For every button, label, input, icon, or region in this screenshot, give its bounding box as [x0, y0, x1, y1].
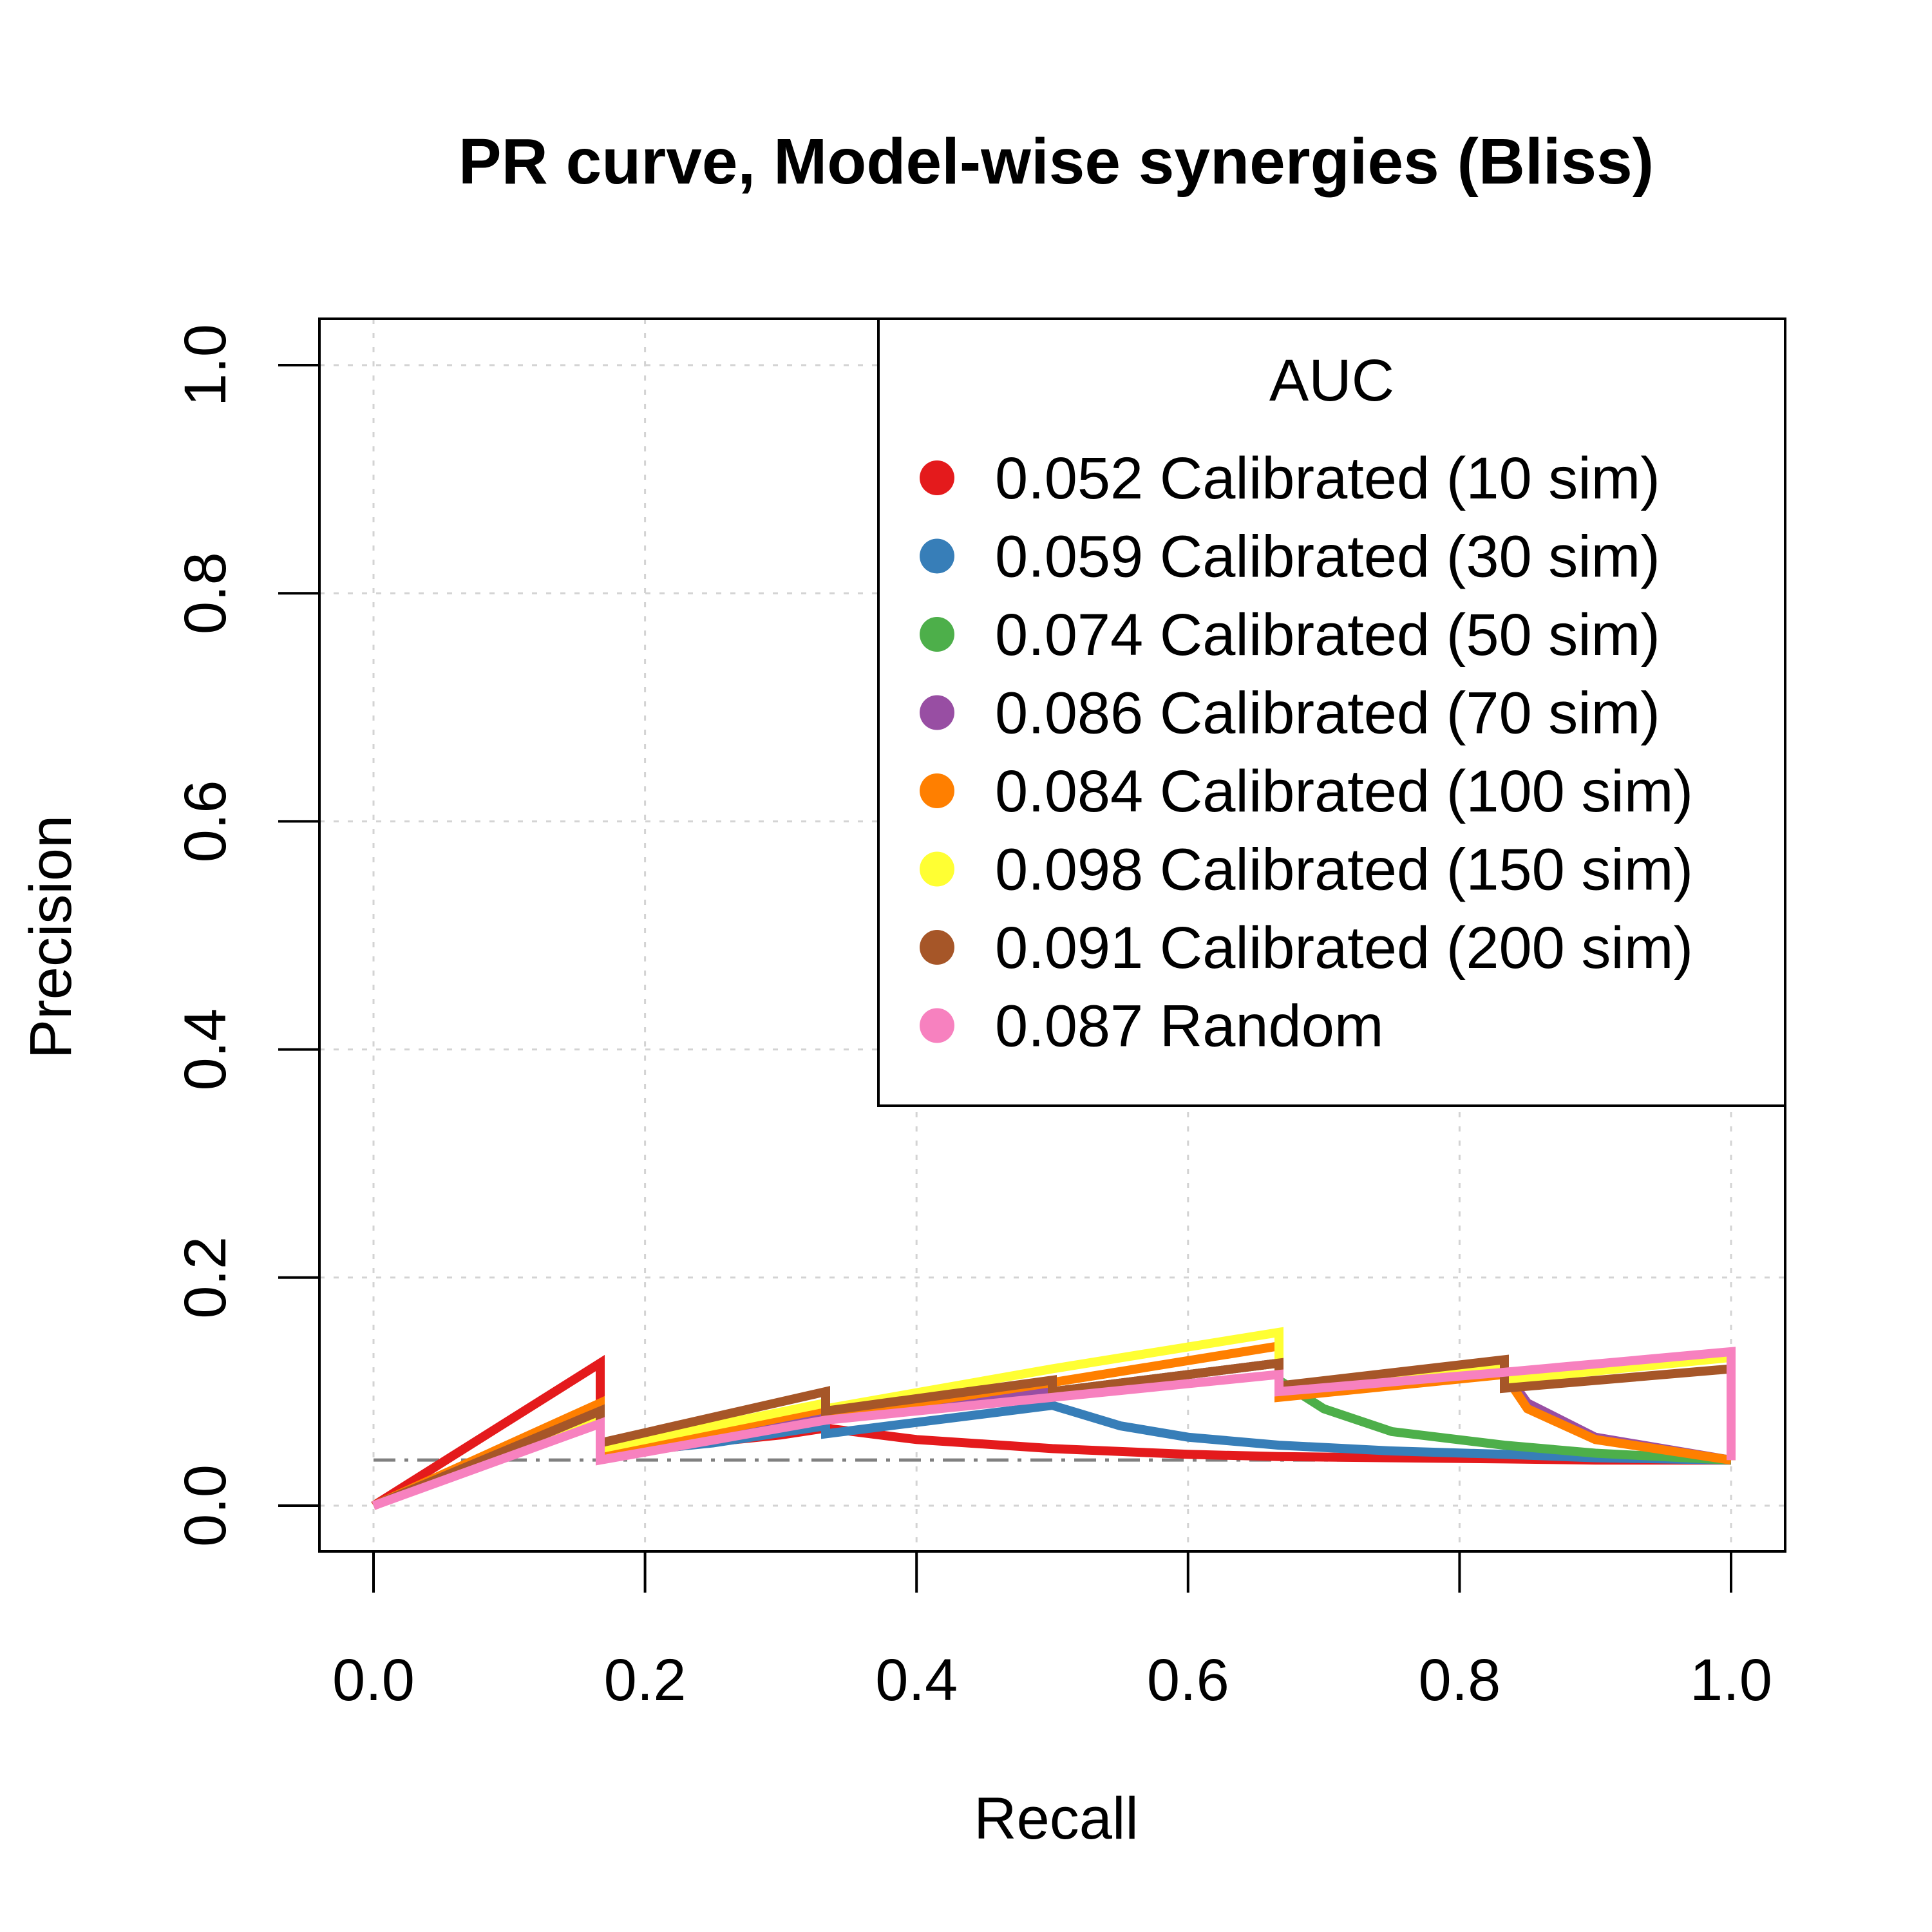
legend-entry-8: 0.087 Random: [995, 994, 1384, 1059]
y-tick-label-2: 0.4: [173, 1009, 238, 1091]
legend-marker-2: [920, 538, 954, 574]
legend-entry-7: 0.091 Calibrated (200 sim): [995, 915, 1693, 981]
y-tick-label-0: 0.0: [173, 1464, 238, 1547]
legend-marker-3: [920, 617, 954, 652]
x-axis-label: Recall: [974, 1786, 1139, 1852]
series-line-8: [372, 1347, 1736, 1510]
y-tick-label-3: 0.6: [173, 780, 238, 862]
legend-title: AUC: [1269, 348, 1394, 413]
x-tick-label-2: 0.4: [875, 1647, 958, 1713]
legend-entry-3: 0.074 Calibrated (50 sim): [995, 602, 1660, 668]
legend-marker-6: [920, 851, 954, 887]
x-tick-label-1: 0.2: [604, 1647, 687, 1713]
legend-entry-1: 0.052 Calibrated (10 sim): [995, 446, 1660, 511]
legend-entry-5: 0.084 Calibrated (100 sim): [995, 759, 1693, 824]
x-tick-label-5: 1.0: [1690, 1647, 1772, 1713]
legend-marker-7: [920, 930, 954, 965]
legend-entry-4: 0.086 Calibrated (70 sim): [995, 681, 1660, 746]
legend-entry-2: 0.059 Calibrated (30 sim): [995, 524, 1660, 590]
x-tick-label-4: 0.8: [1418, 1647, 1501, 1713]
x-tick-label-0: 0.0: [332, 1647, 415, 1713]
legend-marker-4: [920, 695, 954, 730]
x-tick-label-3: 0.6: [1147, 1647, 1229, 1713]
y-axis-label: Precision: [18, 815, 84, 1059]
y-tick-label-4: 0.8: [173, 552, 238, 634]
legend-marker-5: [920, 773, 954, 808]
y-tick-label-5: 1.0: [173, 324, 238, 406]
legend-entry-6: 0.098 Calibrated (150 sim): [995, 837, 1693, 903]
y-tick-label-1: 0.2: [173, 1236, 238, 1319]
legend-marker-8: [920, 1008, 954, 1043]
legend: AUC 0.052 Calibrated (10 sim) 0.059 Calibr…: [877, 317, 1786, 1107]
series-lines: [371, 1327, 1736, 1510]
chart-title: PR curve, Model-wise synergies (Bliss): [459, 126, 1654, 198]
legend-marker-1: [920, 460, 954, 495]
legend-box: [877, 317, 1786, 1107]
